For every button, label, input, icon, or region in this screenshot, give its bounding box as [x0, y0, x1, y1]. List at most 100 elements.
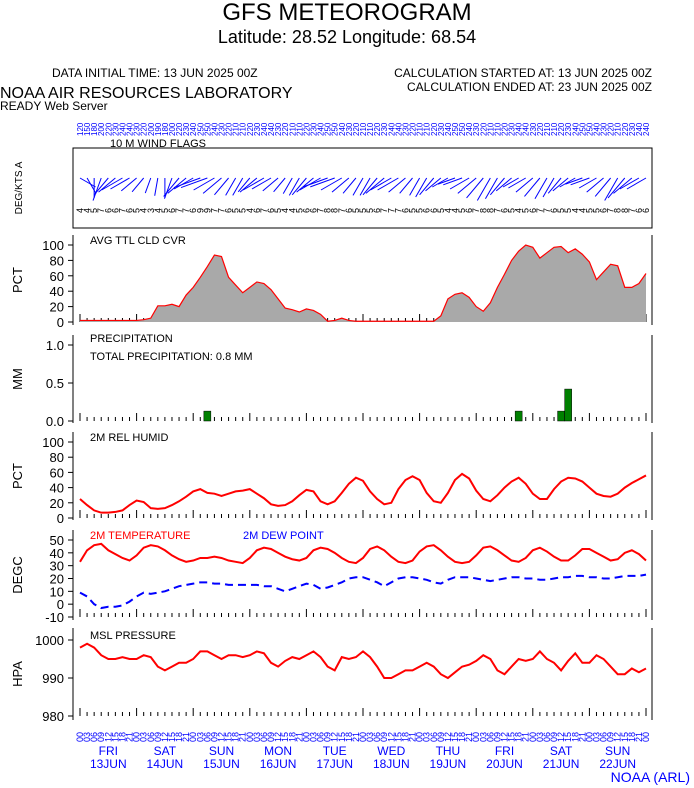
annotation: TOTAL PRECIPITATION: 0.8 MM [90, 351, 253, 363]
cloud-area [80, 245, 646, 322]
wind-flag [282, 177, 293, 194]
x-tick-label: 21 [634, 732, 644, 742]
x-tick-label: 18 [287, 732, 297, 742]
wind-direction-label: 220 [352, 122, 361, 136]
wind-speed-label: 5 [415, 208, 425, 213]
wind-flag [565, 177, 583, 185]
wind-speed-label: 3 [146, 208, 156, 213]
day-date: 15JUN [203, 757, 240, 771]
wind-direction-label: 210 [493, 122, 502, 136]
x-tick-label: 12 [160, 732, 170, 742]
x-tick-label: 00 [301, 732, 311, 742]
wind-flag [542, 177, 555, 198]
wind-speed-label: 7 [259, 208, 269, 213]
wind-speed-label: 5 [160, 208, 170, 213]
org: NOAA AIR RESOURCES LABORATORY [0, 85, 293, 102]
wind-flag [273, 177, 286, 193]
x-tick-label: 21 [351, 732, 361, 742]
x-tick-label: 18 [117, 732, 127, 742]
wind-speed-label: 4 [287, 208, 297, 213]
wind-direction-label: 250 [331, 122, 340, 136]
x-tick-label: 09 [96, 732, 106, 742]
wind-direction-label: 230 [345, 122, 354, 136]
calc-start: CALCULATION STARTED AT: 13 JUN 2025 00Z [394, 66, 652, 80]
server: READY Web Server [0, 99, 108, 113]
wind-flag [352, 177, 364, 196]
wind-flag [237, 177, 251, 193]
x-tick-label: 03 [308, 732, 318, 742]
y-tick-label: 40 [50, 481, 64, 496]
wind-flag [131, 177, 145, 193]
x-tick-label: 21 [408, 732, 418, 742]
wind-direction-label: 220 [479, 122, 488, 136]
x-tick-label: 03 [535, 732, 545, 742]
x-tick-label: 18 [231, 732, 241, 742]
wind-flag [173, 177, 194, 190]
wind-flag [193, 177, 215, 191]
wind-direction-label: 220 [557, 122, 566, 136]
precip-bar [514, 410, 523, 422]
x-tick-label: 00 [358, 732, 368, 742]
wind-speed-label: 4 [450, 208, 460, 213]
x-tick-label: 12 [386, 732, 396, 742]
wind-flag [167, 177, 187, 194]
wind-speed-label: 5 [273, 208, 283, 213]
wind-direction-label: 210 [359, 122, 368, 136]
subtitle: Latitude: 28.52 Longitude: 68.54 [218, 27, 476, 47]
y-tick-label: 0.5 [46, 376, 64, 391]
x-tick-label: 21 [577, 732, 587, 742]
series-line [79, 642, 647, 680]
wind-flag [242, 177, 265, 191]
x-tick-label: 15 [450, 732, 460, 742]
x-tick-label: 12 [217, 732, 227, 742]
wind-flag [559, 177, 576, 188]
x-tick-label: 03 [422, 732, 432, 742]
x-tick-label: 06 [146, 732, 156, 742]
wind-flag [547, 177, 562, 194]
y-tick-label: 40 [50, 284, 64, 299]
wind-direction-label: 220 [501, 122, 510, 136]
wind-flag [163, 177, 180, 197]
wind-flag [419, 177, 435, 196]
x-tick-label: 15 [167, 732, 177, 742]
wind-speed-label: 6 [224, 208, 234, 213]
wind-direction-label: 210 [416, 122, 425, 136]
wind-direction-label: 230 [274, 122, 283, 136]
wind-direction-label: 210 [543, 122, 552, 136]
x-tick-label: 12 [443, 732, 453, 742]
x-tick-label: 00 [584, 732, 594, 742]
y-tick-label: 0.0 [46, 414, 64, 429]
x-tick-label: 15 [507, 732, 517, 742]
x-tick-label: 18 [457, 732, 467, 742]
wind-speed-label: 6 [641, 208, 651, 213]
wind-speed-label: 7 [217, 208, 227, 213]
wind-speed-label: 7 [117, 208, 127, 213]
wind-speed-label: 6 [301, 208, 311, 213]
y-tick-label: -10 [45, 610, 64, 625]
x-tick-label: 15 [337, 732, 347, 742]
day-name: MON [264, 744, 292, 758]
wind-direction-label: 180 [90, 122, 99, 136]
wind-speed-label: 6 [500, 208, 510, 213]
x-tick-label: 12 [500, 732, 510, 742]
wind-speed-label: 5 [358, 208, 368, 213]
x-tick-label: 21 [238, 732, 248, 742]
wind-flag [214, 177, 229, 196]
day-name: FRI [99, 744, 118, 758]
wind-direction-label: 200 [168, 122, 177, 136]
init-time: DATA INITIAL TIME: 13 JUN 2025 00Z [52, 66, 258, 80]
cloud-line [80, 244, 647, 322]
x-tick-label: 09 [549, 732, 559, 742]
wind-speed-label: 6 [110, 208, 120, 213]
x-tick-label: 18 [570, 732, 580, 742]
wind-speed-label: 5 [591, 208, 601, 213]
wind-direction-label: 240 [444, 122, 453, 136]
wind-speed-label: 5 [457, 208, 467, 213]
wind-speed-label: 4 [153, 208, 163, 213]
wind-speed-label: 6 [422, 208, 432, 213]
wind-direction-label: 220 [409, 122, 418, 136]
y-tick-label: 0 [57, 511, 64, 526]
day-date: 16JUN [260, 757, 297, 771]
wind-speed-label: 7 [174, 208, 184, 213]
x-tick-label: 12 [103, 732, 113, 742]
